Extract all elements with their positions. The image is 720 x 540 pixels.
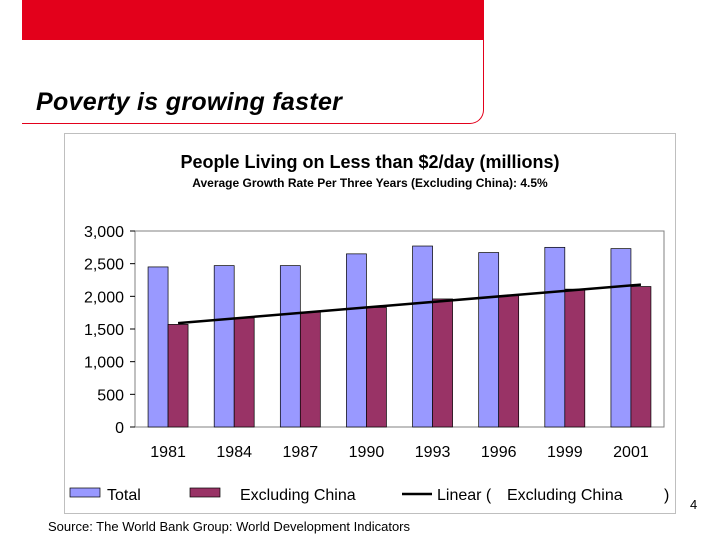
bar-excluding-china [498, 295, 520, 428]
legend-swatch-excluding-china [189, 487, 221, 498]
bar-excluding-china [630, 286, 652, 428]
x-tick-label: 1996 [481, 444, 517, 461]
bar-total [610, 248, 632, 428]
bar-total [544, 246, 566, 428]
y-tick-label: 1,000 [84, 355, 124, 372]
page-number: 4 [690, 497, 698, 512]
chart: People Living on Less than $2/day (milli… [69, 152, 669, 504]
bar-total [279, 265, 301, 428]
source-note: Source: The World Bank Group: World Deve… [48, 519, 411, 534]
plot-area: 0 500 1,000 1,500 2,000 2,500 3,000 1981 1984 198… [84, 224, 665, 461]
legend-swatch-total [69, 487, 101, 498]
x-tick-label: 1987 [283, 444, 319, 461]
legend-label-trend: Linear ( [437, 487, 492, 504]
x-tick-label: 1981 [150, 444, 186, 461]
x-tick-label: 1993 [415, 444, 451, 461]
legend-label-total: Total [107, 487, 141, 504]
legend-label-excluding-china: Excluding China [240, 487, 356, 504]
y-tick-label: 2,500 [84, 257, 124, 274]
bar-excluding-china [432, 298, 453, 428]
bar-excluding-china [299, 311, 321, 428]
x-tick-label: 1984 [216, 444, 252, 461]
chart-title: People Living on Less than $2/day (milli… [180, 152, 559, 172]
slide-title: Poverty is growing faster [36, 88, 343, 116]
y-tick-label: 500 [97, 387, 124, 404]
legend: Total Excluding China Linear ( Excluding Ch… [69, 487, 669, 504]
title-frame [22, 40, 484, 124]
bar-total [147, 266, 169, 428]
bar-total [412, 245, 433, 428]
bar-excluding-china [564, 288, 586, 428]
chart-subtitle: Average Growth Rate Per Three Years (Exc… [192, 176, 548, 190]
bar-total [213, 265, 235, 428]
legend-label-trend-close: ) [664, 487, 669, 504]
legend-label-trend-series: Excluding China [507, 487, 623, 504]
bar-excluding-china [366, 307, 387, 428]
bar-total [478, 252, 500, 428]
bar-excluding-china [233, 317, 255, 428]
y-tick-label: 1,500 [84, 322, 124, 339]
y-tick-label: 3,000 [84, 224, 124, 241]
y-tick-label: 2,000 [84, 289, 124, 306]
header-red-bar [22, 0, 484, 40]
x-tick-label: 1999 [547, 444, 583, 461]
bar-excluding-china [167, 324, 189, 428]
bar-total [346, 253, 367, 428]
y-tick-label: 0 [115, 420, 124, 437]
x-tick-label: 2001 [613, 444, 649, 461]
trend-line [177, 283, 642, 325]
x-tick-label: 1990 [349, 444, 385, 461]
